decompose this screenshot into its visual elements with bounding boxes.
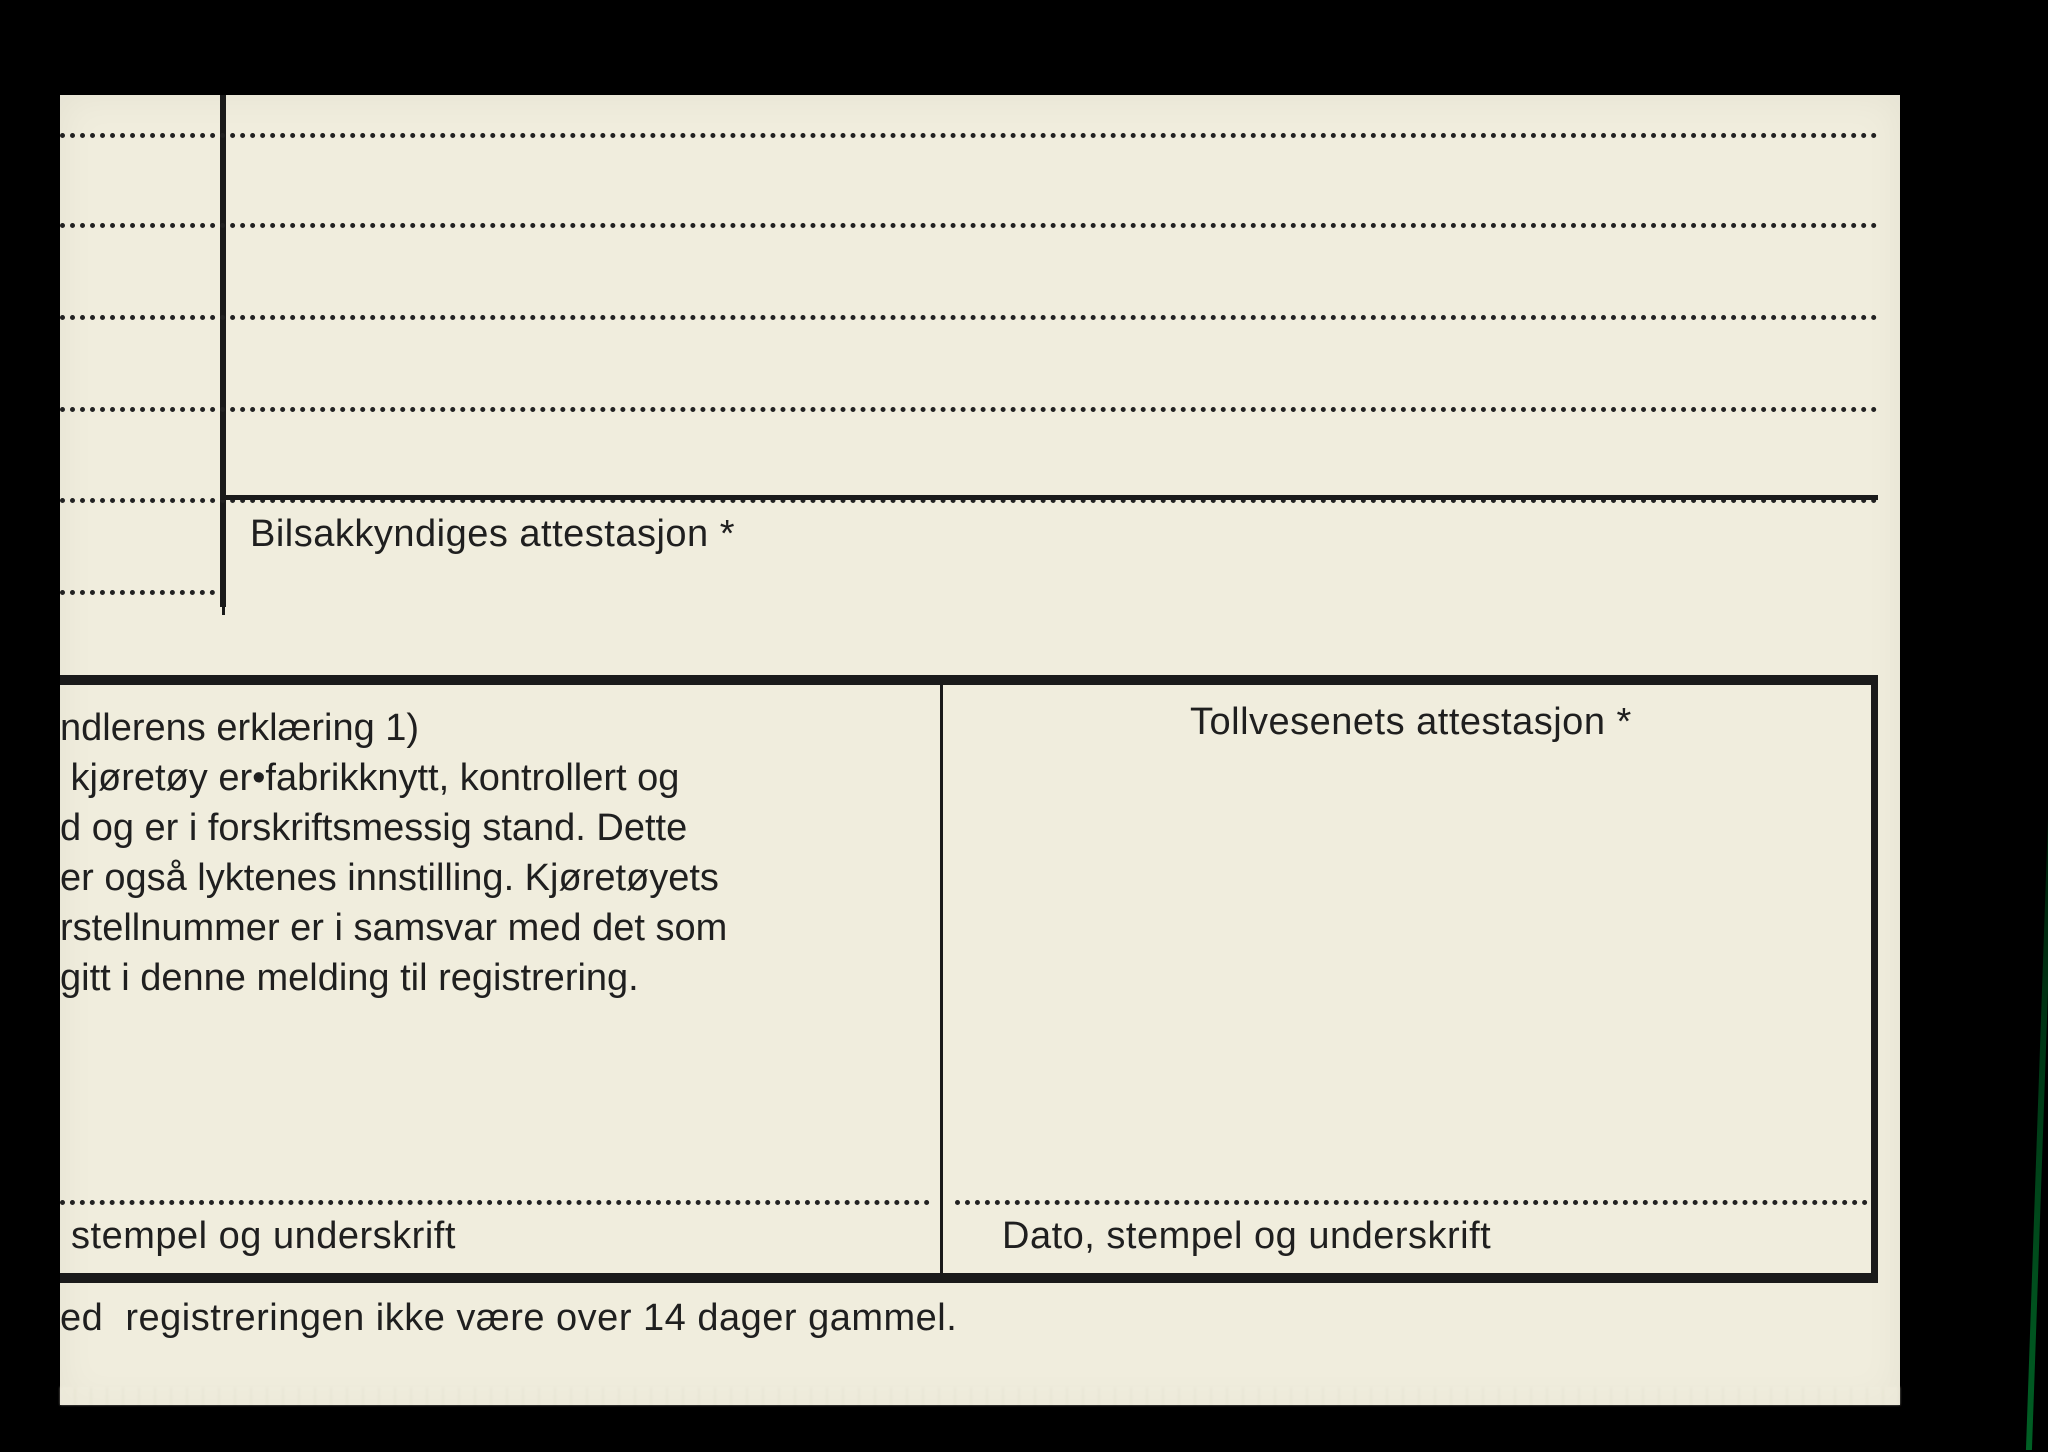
dotted-signature-right bbox=[955, 1200, 1878, 1205]
scanner-green-streak bbox=[2026, 530, 2048, 1450]
dealer-declaration-line3: er også lyktenes innstilling. Kjøretøyet… bbox=[60, 853, 719, 904]
dealer-declaration-line5: gitt i denne melding til registrering. bbox=[60, 953, 639, 1004]
dealer-declaration-heading: ndlerens erklæring 1) bbox=[60, 703, 419, 754]
label-bilsakkyndiges: Bilsakkyndiges attestasjon * bbox=[250, 513, 735, 556]
dotted-signature-left bbox=[60, 1200, 930, 1205]
mid-solid-rule bbox=[220, 495, 1878, 500]
label-tollvesenets: Tollvesenets attestasjon * bbox=[1190, 701, 1632, 744]
dealer-declaration-line2: d og er i forskriftsmessig stand. Dette bbox=[60, 803, 687, 854]
dealer-declaration-line4: rstellnummer er i samsvar med det som bbox=[60, 903, 727, 954]
dealer-declaration-line1: kjøretøy er•fabrikknytt, kontrollert og bbox=[60, 753, 679, 804]
dotted-row-3 bbox=[60, 315, 1878, 320]
heavy-band-top bbox=[60, 675, 1878, 685]
dotted-row-6-short bbox=[60, 590, 215, 595]
deckle-bottom-edge bbox=[60, 1387, 1900, 1405]
right-border bbox=[1871, 675, 1878, 1281]
inner-vertical-divider bbox=[940, 685, 943, 1275]
scanned-form-paper: Bilsakkyndiges attestasjon * ndlerens er… bbox=[60, 95, 1900, 1405]
dotted-row-4 bbox=[60, 407, 1878, 412]
signature-caption-left: stempel og underskrift bbox=[60, 1215, 456, 1258]
signature-caption-right: Dato, stempel og underskrift bbox=[1002, 1215, 1491, 1258]
vertical-rule-left bbox=[220, 95, 226, 607]
dotted-row-2 bbox=[60, 223, 1878, 228]
small-tick bbox=[222, 601, 225, 615]
footnote-text: ed registreringen ikke være over 14 dage… bbox=[60, 1297, 957, 1340]
heavy-band-bottom bbox=[60, 1273, 1878, 1283]
dotted-row-1 bbox=[60, 133, 1878, 138]
